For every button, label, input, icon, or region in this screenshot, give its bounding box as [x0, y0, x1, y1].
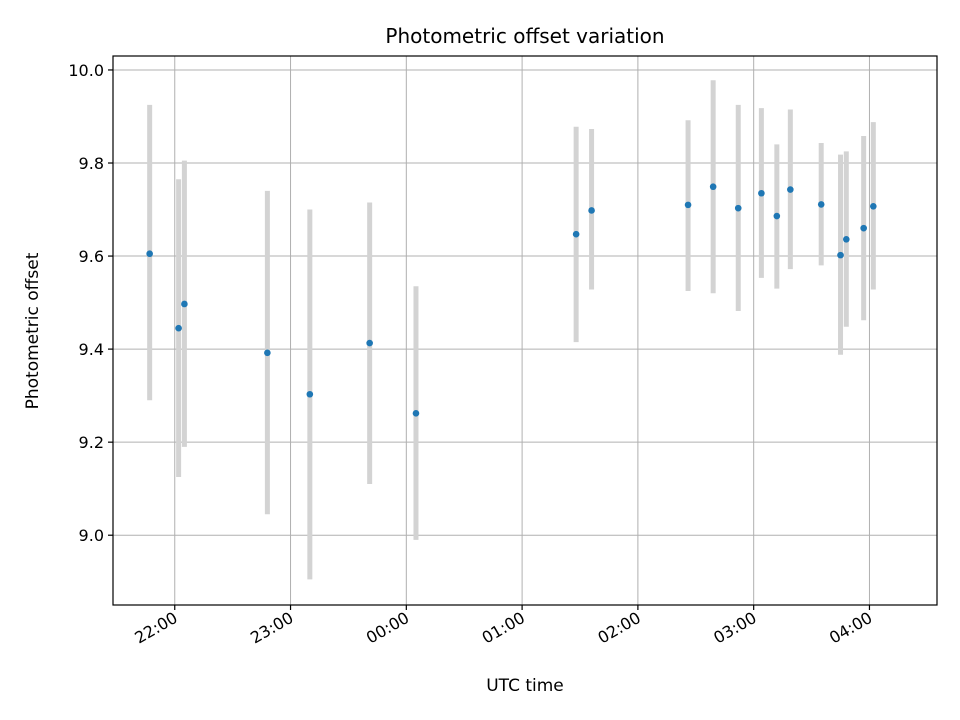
chart-title: Photometric offset variation [385, 24, 664, 48]
data-point [572, 230, 580, 238]
grid-lines [113, 56, 937, 605]
data-point [860, 224, 867, 232]
data-point [181, 300, 188, 308]
data-point [709, 183, 717, 191]
data-point [843, 236, 850, 243]
y-tick-label: 10.0 [68, 61, 104, 80]
data-point [817, 201, 825, 208]
y-axis-title: Photometric offset [23, 252, 43, 409]
data-point [306, 390, 314, 398]
data-points [146, 183, 877, 417]
y-tick-label: 9.2 [79, 433, 104, 452]
data-point [870, 202, 877, 210]
data-point [837, 251, 844, 259]
data-point [588, 207, 595, 214]
y-tick-label: 9.8 [79, 154, 104, 173]
plot-frame [112, 55, 938, 606]
y-axis-ticks: 9.0 9.2 9.4 9.6 9.8 10.0 [68, 61, 113, 545]
data-point [758, 189, 765, 197]
data-point [734, 204, 742, 212]
data-point [175, 324, 182, 332]
data-point [366, 339, 373, 347]
data-point [264, 349, 271, 357]
data-point [773, 212, 781, 220]
x-axis-title: UTC time [486, 676, 564, 696]
data-point [412, 410, 420, 417]
y-tick-label: 9.4 [79, 340, 104, 359]
data-point [684, 201, 692, 209]
y-tick-label: 9.0 [79, 526, 104, 545]
y-tick-label: 9.6 [79, 247, 104, 266]
data-point [787, 186, 794, 193]
data-point [146, 250, 153, 258]
